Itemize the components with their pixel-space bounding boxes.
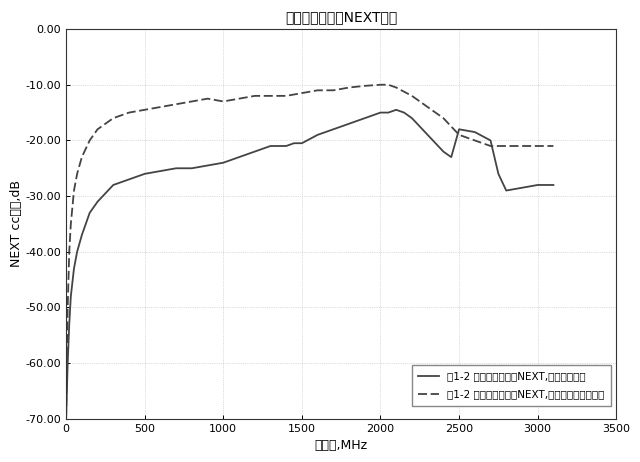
- 兴1-2 コモンモード間NEXT,分離した接地: [67, 293, 75, 299]
- 兴1-2 コモンモード間NEXT,分離した接地: [220, 160, 227, 165]
- Legend: 兴1-2 コモンモード間NEXT,分離した接地, 兴1-2 コモンモード間NEXT,分離していない接地: 兴1-2 コモンモード間NEXT,分離した接地, 兴1-2 コモンモード間NEX…: [412, 365, 611, 406]
- 兴1-2 コモンモード間NEXT,分離した接地: [392, 107, 400, 113]
- 兴1-2 コモンモード間NEXT,分離した接地: [204, 163, 211, 168]
- 兴1-2 コモンモード間NEXT,分離した接地: [65, 322, 73, 327]
- 兴1-2 コモンモード間NEXT,分離した接地: [86, 210, 93, 216]
- 兴1-2 コモンモード間NEXT,分離していない接地: [361, 83, 369, 89]
- 兴1-2 コモンモード間NEXT,分離した接地: [235, 154, 243, 160]
- 兴1-2 コモンモード間NEXT,分離した接地: [275, 143, 282, 149]
- 兴1-2 コモンモード間NEXT,分離していない接地: [471, 138, 479, 143]
- 兴1-2 コモンモード間NEXT,分離していない接地: [314, 87, 321, 93]
- 兴1-2 コモンモード間NEXT,分離した接地: [73, 249, 81, 255]
- 兴1-2 コモンモード間NEXT,分離した接地: [314, 132, 321, 138]
- 兴1-2 コモンモード間NEXT,分離していない接地: [172, 102, 180, 107]
- 兴1-2 コモンモード間NEXT,分離した接地: [408, 116, 416, 121]
- 兴1-2 コモンモード間NEXT,分離した接地: [455, 127, 463, 132]
- 兴1-2 コモンモード間NEXT,分離していない接地: [67, 221, 75, 227]
- 兴1-2 コモンモード間NEXT,分離していない接地: [70, 188, 78, 193]
- 兴1-2 コモンモード間NEXT,分離した接地: [267, 143, 275, 149]
- 兴1-2 コモンモード間NEXT,分離した接地: [495, 171, 502, 176]
- 兴1-2 コモンモード間NEXT,分離した接地: [251, 149, 259, 154]
- 兴1-2 コモンモード間NEXT,分離していない接地: [486, 143, 494, 149]
- Line: 兴1-2 コモンモード間NEXT,分離していない接地: 兴1-2 コモンモード間NEXT,分離していない接地: [66, 85, 554, 419]
- 兴1-2 コモンモード間NEXT,分離した接地: [447, 154, 455, 160]
- 兴1-2 コモンモード間NEXT,分離していない接地: [65, 249, 73, 255]
- 兴1-2 コモンモード間NEXT,分離していない接地: [125, 110, 133, 116]
- 兴1-2 コモンモード間NEXT,分離した接地: [486, 138, 494, 143]
- 兴1-2 コモンモード間NEXT,分離していない接地: [78, 154, 86, 160]
- 兴1-2 コモンモード間NEXT,分離した接地: [157, 168, 164, 174]
- 兴1-2 コモンモード間NEXT,分離した接地: [125, 176, 133, 182]
- 兴1-2 コモンモード間NEXT,分離した接地: [188, 165, 196, 171]
- 兴1-2 コモンモード間NEXT,分離した接地: [550, 182, 557, 188]
- 兴1-2 コモンモード間NEXT,分離した接地: [141, 171, 148, 176]
- 兴1-2 コモンモード間NEXT,分離した接地: [93, 199, 101, 205]
- 兴1-2 コモンモード間NEXT,分離していない接地: [534, 143, 541, 149]
- 兴1-2 コモンモード間NEXT,分離していない接地: [157, 104, 164, 110]
- 兴1-2 コモンモード間NEXT,分離していない接地: [282, 93, 290, 99]
- 兴1-2 コモンモード間NEXT,分離した接地: [62, 416, 70, 422]
- 兴1-2 コモンモード間NEXT,分離した接地: [377, 110, 385, 116]
- X-axis label: 周波数,MHz: 周波数,MHz: [315, 439, 368, 452]
- 兴1-2 コモンモード間NEXT,分離した接地: [172, 165, 180, 171]
- 兴1-2 コモンモード間NEXT,分離していない接地: [385, 82, 392, 87]
- 兴1-2 コモンモード間NEXT,分離した接地: [502, 188, 510, 193]
- 兴1-2 コモンモード間NEXT,分離した接地: [78, 232, 86, 238]
- 兴1-2 コモンモード間NEXT,分離した接地: [298, 140, 306, 146]
- 兴1-2 コモンモード間NEXT,分離していない接地: [502, 143, 510, 149]
- 兴1-2 コモンモード間NEXT,分離していない接地: [408, 93, 416, 99]
- 兴1-2 コモンモード間NEXT,分離した接地: [63, 388, 71, 394]
- 兴1-2 コモンモード間NEXT,分離していない接地: [267, 93, 275, 99]
- 兴1-2 コモンモード間NEXT,分離していない接地: [188, 99, 196, 104]
- 兴1-2 コモンモード間NEXT,分離した接地: [330, 127, 337, 132]
- 兴1-2 コモンモード間NEXT,分離していない接地: [220, 99, 227, 104]
- 兴1-2 コモンモード間NEXT,分離した接地: [109, 182, 117, 188]
- 兴1-2 コモンモード間NEXT,分離していない接地: [455, 132, 463, 138]
- 兴1-2 コモンモード間NEXT,分離した接地: [440, 149, 447, 154]
- 兴1-2 コモンモード間NEXT,分離した接地: [385, 110, 392, 116]
- 兴1-2 コモンモード間NEXT,分離した接地: [471, 129, 479, 135]
- 兴1-2 コモンモード間NEXT,分離した接地: [282, 143, 290, 149]
- 兴1-2 コモンモード間NEXT,分離していない接地: [109, 116, 117, 121]
- 兴1-2 コモンモード間NEXT,分離した接地: [361, 116, 369, 121]
- 兴1-2 コモンモード間NEXT,分離していない接地: [63, 349, 71, 355]
- 兴1-2 コモンモード間NEXT,分離した接地: [424, 132, 431, 138]
- 兴1-2 コモンモード間NEXT,分離した接地: [400, 110, 408, 116]
- 兴1-2 コモンモード間NEXT,分離した接地: [290, 140, 298, 146]
- 兴1-2 コモンモード間NEXT,分離していない接地: [251, 93, 259, 99]
- 兴1-2 コモンモード間NEXT,分離していない接地: [550, 143, 557, 149]
- 兴1-2 コモンモード間NEXT,分離していない接地: [330, 87, 337, 93]
- 兴1-2 コモンモード間NEXT,分離した接地: [345, 121, 353, 127]
- 兴1-2 コモンモード間NEXT,分離していない接地: [62, 416, 70, 422]
- 兴1-2 コモンモード間NEXT,分離していない接地: [345, 85, 353, 90]
- 兴1-2 コモンモード間NEXT,分離していない接地: [93, 127, 101, 132]
- 兴1-2 コモンモード間NEXT,分離していない接地: [204, 96, 211, 102]
- Y-axis label: NEXT ccロス,dB: NEXT ccロス,dB: [10, 181, 23, 267]
- 兴1-2 コモンモード間NEXT,分離していない接地: [73, 171, 81, 176]
- 兴1-2 コモンモード間NEXT,分離した接地: [534, 182, 541, 188]
- 兴1-2 コモンモード間NEXT,分離していない接地: [298, 91, 306, 96]
- 兴1-2 コモンモード間NEXT,分離していない接地: [377, 82, 385, 87]
- 兴1-2 コモンモード間NEXT,分離していない接地: [141, 107, 148, 113]
- 兴1-2 コモンモード間NEXT,分離していない接地: [518, 143, 526, 149]
- 兴1-2 コモンモード間NEXT,分離していない接地: [64, 305, 72, 310]
- 兴1-2 コモンモード間NEXT,分離していない接地: [86, 138, 93, 143]
- Title: コモンモード間NEXTロス: コモンモード間NEXTロス: [285, 10, 397, 24]
- 兴1-2 コモンモード間NEXT,分離していない接地: [392, 85, 400, 90]
- 兴1-2 コモンモード間NEXT,分離した接地: [64, 360, 72, 366]
- 兴1-2 コモンモード間NEXT,分離していない接地: [235, 96, 243, 102]
- 兴1-2 コモンモード間NEXT,分離した接地: [70, 266, 78, 271]
- 兴1-2 コモンモード間NEXT,分離していない接地: [440, 116, 447, 121]
- 兴1-2 コモンモード間NEXT,分離していない接地: [424, 104, 431, 110]
- Line: 兴1-2 コモンモード間NEXT,分離した接地: 兴1-2 コモンモード間NEXT,分離した接地: [66, 110, 554, 419]
- 兴1-2 コモンモード間NEXT,分離した接地: [518, 185, 526, 190]
